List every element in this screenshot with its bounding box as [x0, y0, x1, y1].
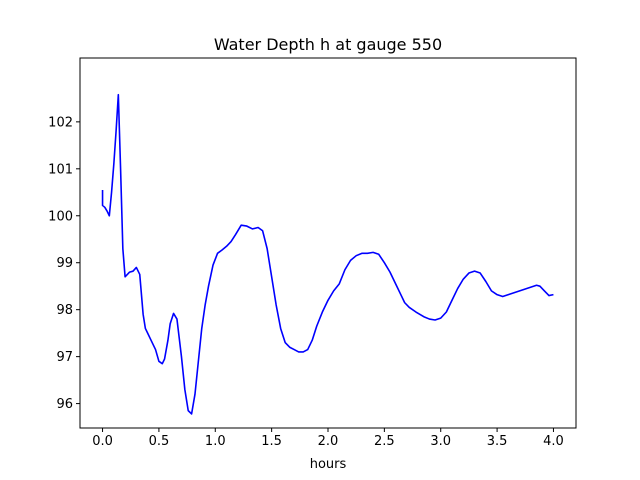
y-axis-ticks: 96 97 98 99 100 101 102 — [48, 115, 80, 412]
x-tick-label: 2.0 — [318, 434, 339, 449]
y-tick-label: 102 — [48, 115, 73, 130]
y-tick-label: 100 — [48, 209, 73, 224]
y-tick-label: 101 — [48, 162, 73, 177]
x-axis-ticks: 0.0 0.5 1.0 1.5 2.0 2.5 3.0 3.5 4.0 — [92, 428, 564, 449]
x-tick-label: 4.0 — [543, 434, 564, 449]
x-tick-label: 2.5 — [374, 434, 395, 449]
x-tick-label: 3.5 — [487, 434, 508, 449]
x-tick-label: 1.5 — [261, 434, 282, 449]
x-tick-label: 1.0 — [205, 434, 226, 449]
x-tick-label: 0.0 — [92, 434, 113, 449]
y-tick-label: 98 — [56, 303, 73, 318]
y-tick-label: 96 — [56, 397, 73, 412]
x-tick-label: 0.5 — [149, 434, 170, 449]
chart-title: Water Depth h at gauge 550 — [214, 35, 442, 54]
y-tick-label: 97 — [56, 350, 73, 365]
y-tick-label: 99 — [56, 256, 73, 271]
x-tick-label: 3.0 — [430, 434, 451, 449]
series-line-0 — [101, 93, 554, 415]
plot-area — [101, 93, 554, 415]
x-axis-label: hours — [310, 457, 347, 472]
